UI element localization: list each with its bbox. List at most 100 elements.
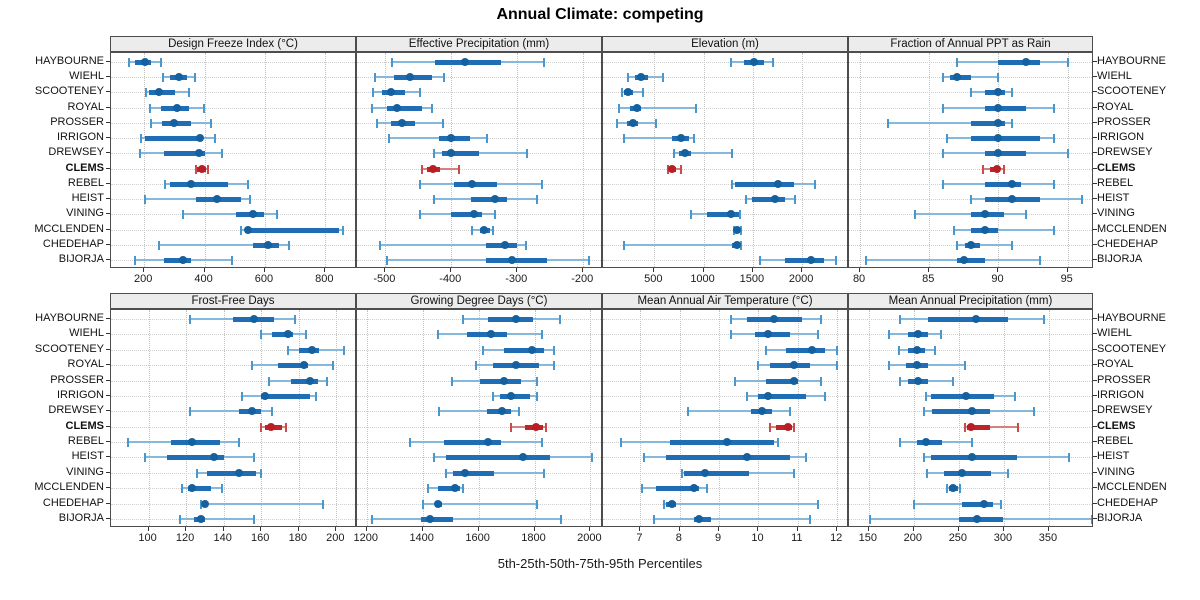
gridline-h: [849, 488, 1092, 490]
iqr-bar: [450, 212, 483, 218]
axis-tick-label: 150: [858, 532, 877, 544]
whisker-cap: [462, 484, 465, 494]
whisker-cap: [419, 179, 422, 189]
whisker-cap: [693, 134, 696, 144]
site-label: MCCLENDEN: [1097, 222, 1167, 235]
gridline-v: [144, 53, 146, 267]
axis-tick-label: 1200: [353, 532, 379, 544]
whisker-cap: [621, 88, 624, 98]
site-label: ROYAL: [1097, 358, 1134, 371]
gridline-h: [603, 122, 847, 124]
axis-tick-label: 1500: [739, 273, 765, 285]
median-dot: [958, 468, 967, 477]
whisker-line: [182, 213, 277, 216]
site-label: PROSSER: [50, 115, 104, 128]
whisker-cap: [260, 468, 263, 478]
axis-tick-label: 90: [991, 273, 1004, 285]
axis-tick-label: 350: [1038, 532, 1058, 544]
median-dot: [498, 407, 507, 416]
gridline-v: [758, 310, 760, 526]
axis-tick: [751, 268, 753, 272]
gridline-h: [603, 92, 847, 94]
iqr-bar: [167, 455, 224, 461]
whisker-cap: [942, 149, 945, 159]
site-label: PROSSER: [50, 373, 104, 386]
whisker-cap: [1013, 391, 1016, 401]
row-tick: [106, 394, 110, 396]
gridline-h: [111, 260, 355, 261]
whisker-cap: [541, 179, 544, 189]
median-dot: [632, 103, 641, 112]
site-label: HAYBOURNE: [35, 312, 104, 324]
axis-tick-label: -300: [505, 273, 528, 285]
median-dot: [994, 134, 1003, 143]
median-dot: [952, 73, 961, 82]
row-tick: [1093, 333, 1097, 335]
iqr-bar: [754, 332, 790, 338]
gridline-h: [603, 349, 847, 351]
whisker-line: [664, 502, 818, 505]
site-label: WIEHL: [1097, 70, 1132, 83]
median-dot: [959, 256, 968, 264]
whisker-line: [618, 106, 697, 109]
median-dot: [247, 407, 256, 416]
whisker-line: [388, 137, 487, 140]
site-label: PROSSER: [1097, 373, 1151, 386]
whisker-cap: [836, 345, 839, 355]
row-tick: [1093, 91, 1097, 93]
gridline-v: [451, 53, 453, 267]
whisker-cap: [438, 407, 441, 417]
axis-tick: [143, 268, 145, 272]
gridline-h: [357, 426, 601, 428]
median-dot: [806, 256, 815, 264]
median-dot: [187, 484, 196, 493]
gridline-v: [802, 53, 804, 267]
site-label: SCOOTENEY: [1097, 85, 1167, 98]
whisker-cap: [485, 134, 488, 144]
site-label: MCCLENDEN: [34, 222, 104, 235]
whisker-cap: [140, 134, 143, 144]
whisker-cap: [181, 210, 184, 220]
whisker-cap: [622, 134, 625, 144]
iqr-bar: [438, 486, 461, 492]
axis-tick-label: 160: [251, 532, 270, 544]
whisker-cap: [220, 484, 223, 494]
iqr-bar: [970, 120, 1006, 126]
iqr-bar: [785, 258, 824, 263]
iqr-bar: [956, 258, 985, 263]
gridline-v: [998, 53, 1000, 267]
axis-tick: [1066, 268, 1068, 272]
plot-panel: [848, 309, 1093, 527]
whisker-cap: [230, 256, 233, 265]
whisker-cap: [679, 164, 682, 174]
whisker-cap: [387, 134, 390, 144]
plot-panel: [356, 309, 602, 527]
gridline-v: [298, 310, 300, 526]
gridline-v: [797, 310, 799, 526]
whisker-line: [623, 137, 695, 140]
axis-tick: [928, 268, 930, 272]
site-label: DREWSEY: [1097, 146, 1153, 159]
whisker-cap: [729, 315, 732, 324]
median-dot: [948, 484, 957, 493]
whisker-cap: [239, 225, 242, 235]
median-dot: [1008, 179, 1017, 188]
axis-tick-label: 11: [791, 532, 803, 544]
whisker-cap: [733, 376, 736, 386]
whisker-cap: [248, 195, 251, 205]
gridline-h: [603, 395, 847, 397]
iqr-bar: [665, 455, 790, 461]
iqr-bar: [656, 486, 700, 492]
whisker-cap: [374, 73, 377, 83]
gridline-v: [929, 53, 931, 267]
whisker-cap: [942, 179, 945, 189]
gridline-h: [111, 349, 355, 351]
median-dot: [249, 315, 258, 323]
iqr-bar: [944, 470, 992, 476]
site-label: VINING: [1097, 207, 1135, 220]
whisker-cap: [372, 88, 375, 98]
axis-tick-label: 8: [675, 532, 682, 544]
site-label: DREWSEY: [48, 146, 104, 159]
median-dot: [972, 315, 980, 323]
row-tick: [106, 228, 110, 230]
